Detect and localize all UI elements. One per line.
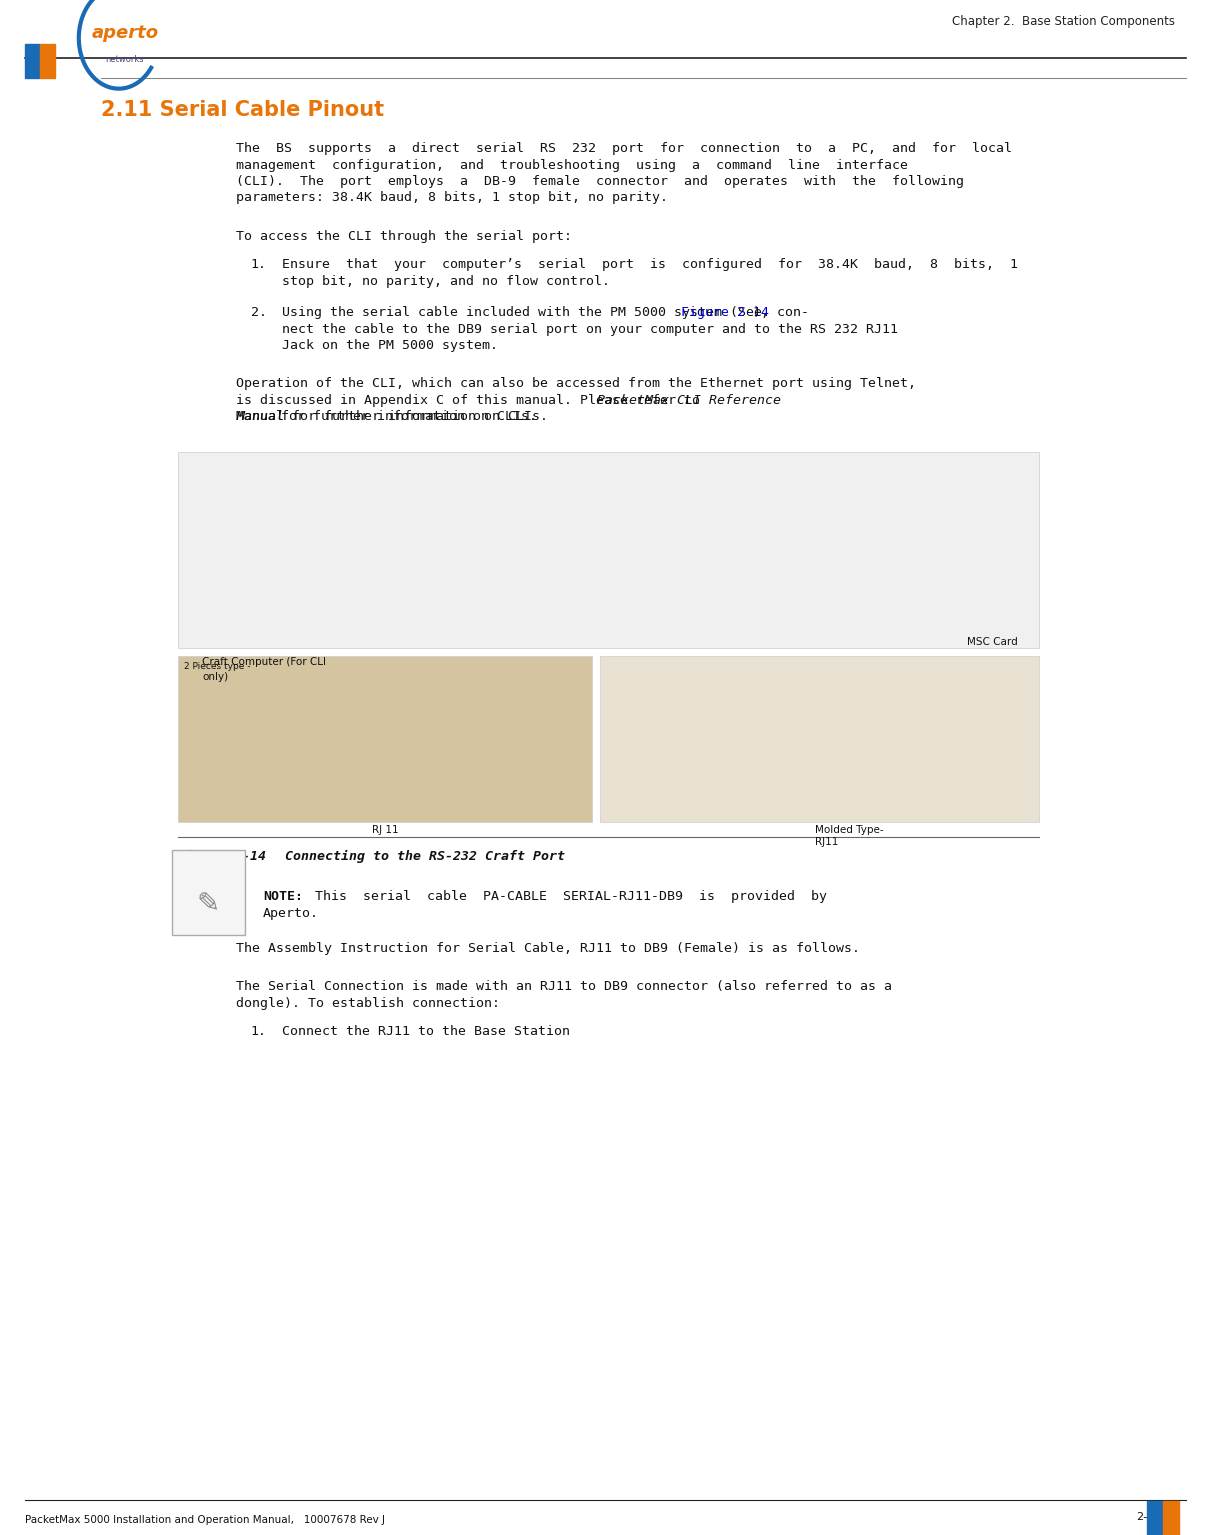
Text: PacketMax CLI Reference: PacketMax CLI Reference bbox=[597, 394, 781, 407]
FancyBboxPatch shape bbox=[179, 655, 591, 823]
Text: 2.11 Serial Cable Pinout: 2.11 Serial Cable Pinout bbox=[100, 100, 383, 120]
FancyBboxPatch shape bbox=[600, 655, 1039, 823]
Text: The  BS  supports  a  direct  serial  RS  232  port  for  connection  to  a  PC,: The BS supports a direct serial RS 232 p… bbox=[236, 143, 1012, 155]
Text: 2.: 2. bbox=[251, 305, 267, 319]
Text: Connecting to the RS-232 Craft Port: Connecting to the RS-232 Craft Port bbox=[246, 850, 565, 863]
Text: is discussed in Appendix C of this manual. Please refer to: is discussed in Appendix C of this manua… bbox=[236, 394, 709, 407]
Text: 1.: 1. bbox=[251, 1025, 267, 1038]
Text: RJ 11: RJ 11 bbox=[372, 826, 398, 835]
Text: Using the serial cable included with the PM 5000 system (See: Using the serial cable included with the… bbox=[283, 305, 770, 319]
Text: To access the CLI through the serial port:: To access the CLI through the serial por… bbox=[236, 230, 573, 243]
Text: Ensure  that  your  computer’s  serial  port  is  configured  for  38.4K  baud, : Ensure that your computer’s serial port … bbox=[283, 258, 1018, 272]
Text: Jack on the PM 5000 system.: Jack on the PM 5000 system. bbox=[283, 339, 498, 352]
Text: stop bit, no parity, and no flow control.: stop bit, no parity, and no flow control… bbox=[283, 275, 611, 287]
Text: PacketMax 5000 Installation and Operation Manual,   10007678 Rev J: PacketMax 5000 Installation and Operatio… bbox=[26, 1515, 386, 1524]
Text: Connect the RJ11 to the Base Station: Connect the RJ11 to the Base Station bbox=[283, 1025, 570, 1038]
Text: nect the cable to the DB9 serial port on your computer and to the RS 232 RJ11: nect the cable to the DB9 serial port on… bbox=[283, 322, 898, 336]
Text: for further information on CLIs.: for further information on CLIs. bbox=[273, 410, 537, 424]
Bar bbox=[26, 45, 40, 78]
Text: dongle). To establish connection:: dongle). To establish connection: bbox=[236, 996, 501, 1010]
Bar bbox=[1163, 1501, 1179, 1535]
Text: The Assembly Instruction for Serial Cable, RJ11 to DB9 (Female) is as follows.: The Assembly Instruction for Serial Cabl… bbox=[236, 942, 860, 955]
Text: The Serial Connection is made with an RJ11 to DB9 connector (also referred to as: The Serial Connection is made with an RJ… bbox=[236, 979, 892, 993]
Text: networks: networks bbox=[105, 55, 144, 64]
Text: NOTE:: NOTE: bbox=[263, 890, 304, 903]
FancyBboxPatch shape bbox=[173, 850, 245, 935]
Text: (CLI).  The  port  employs  a  DB-9  female  connector  and  operates  with  the: (CLI). The port employs a DB-9 female co… bbox=[236, 175, 965, 187]
Text: Manual for further information on CLIs.: Manual for further information on CLIs. bbox=[236, 410, 548, 424]
Text: Chapter 2.  Base Station Components: Chapter 2. Base Station Components bbox=[952, 15, 1175, 29]
Text: Operation of the CLI, which can also be accessed from the Ethernet port using Te: Operation of the CLI, which can also be … bbox=[236, 378, 917, 390]
Text: This  serial  cable  PA-CABLE  SERIAL-RJ11-DB9  is  provided  by: This serial cable PA-CABLE SERIAL-RJ11-D… bbox=[300, 890, 827, 903]
Text: Aperto.: Aperto. bbox=[263, 907, 319, 919]
Text: ✎: ✎ bbox=[197, 890, 220, 918]
FancyBboxPatch shape bbox=[179, 451, 1039, 648]
Text: Figure 2-14: Figure 2-14 bbox=[682, 305, 770, 319]
Text: ), con-: ), con- bbox=[754, 305, 809, 319]
Text: Molded Type-
RJ11: Molded Type- RJ11 bbox=[815, 826, 884, 847]
Text: MSC Card: MSC Card bbox=[967, 637, 1017, 646]
Text: aperto: aperto bbox=[92, 25, 158, 43]
Text: Craft Computer (For CLI: Craft Computer (For CLI bbox=[202, 657, 327, 666]
Bar bbox=[40, 45, 55, 78]
Text: 1.: 1. bbox=[251, 258, 267, 272]
Text: 2–20: 2–20 bbox=[1137, 1512, 1163, 1523]
Text: 2 Pieces type -: 2 Pieces type - bbox=[185, 662, 251, 671]
Text: Manual: Manual bbox=[236, 410, 284, 424]
Text: Figure 2-14: Figure 2-14 bbox=[179, 850, 266, 863]
Text: management  configuration,  and  troubleshooting  using  a  command  line  inter: management configuration, and troublesho… bbox=[236, 158, 908, 172]
Text: parameters: 38.4K baud, 8 bits, 1 stop bit, no parity.: parameters: 38.4K baud, 8 bits, 1 stop b… bbox=[236, 192, 668, 204]
Bar bbox=[1147, 1501, 1163, 1535]
Text: only): only) bbox=[202, 672, 229, 682]
